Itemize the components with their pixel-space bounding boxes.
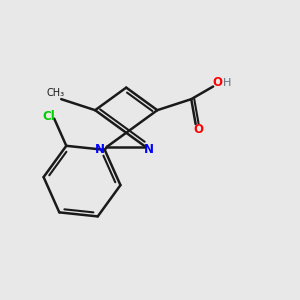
Text: N: N [94, 142, 105, 156]
Text: N: N [143, 142, 153, 156]
Text: H: H [223, 78, 232, 88]
Text: CH₃: CH₃ [47, 88, 65, 98]
Text: O: O [213, 76, 223, 89]
Text: O: O [194, 123, 204, 136]
Text: Cl: Cl [42, 110, 55, 123]
